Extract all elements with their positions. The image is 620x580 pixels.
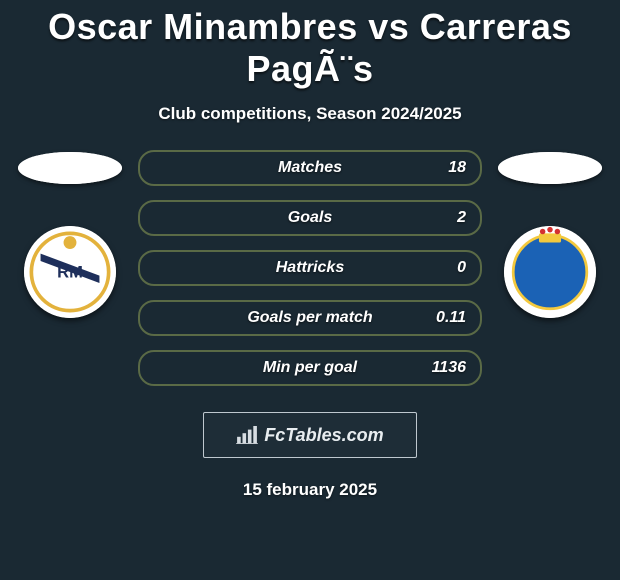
stat-value-right: 1136 [432, 359, 466, 377]
stat-bar: Matches18 [138, 150, 482, 186]
watermark-badge: FcTables.com [203, 412, 417, 458]
comparison-content: RM Matches18 Goals2 Hattricks0 Goals per ma… [0, 150, 620, 386]
page-title: Oscar Minambres vs Carreras PagÃ¨s [0, 0, 620, 90]
svg-text:RM: RM [57, 263, 83, 282]
stat-value-right: 2 [457, 209, 466, 227]
right-side [490, 150, 610, 318]
crest-right-svg [504, 226, 596, 318]
stat-label: Matches [140, 159, 480, 177]
stat-label: Min per goal [140, 359, 480, 377]
flag-left-icon [18, 152, 122, 184]
crest-left-icon: RM [24, 226, 116, 318]
stat-bar: Min per goal1136 [138, 350, 482, 386]
left-side: RM [10, 150, 130, 318]
stat-value-right: 0 [457, 259, 466, 277]
stat-label: Hattricks [140, 259, 480, 277]
stat-label: Goals [140, 209, 480, 227]
stat-bars: Matches18 Goals2 Hattricks0 Goals per match… [138, 150, 482, 386]
bar-chart-icon [236, 426, 258, 444]
stat-value-right: 18 [448, 159, 466, 177]
comparison-page: Oscar Minambres vs Carreras PagÃ¨s Club … [0, 0, 620, 580]
page-subtitle: Club competitions, Season 2024/2025 [0, 104, 620, 124]
crest-right-icon [504, 226, 596, 318]
stat-label: Goals per match [140, 309, 480, 327]
stat-bar: Hattricks0 [138, 250, 482, 286]
stat-bar: Goals2 [138, 200, 482, 236]
stat-value-right: 0.11 [436, 309, 466, 327]
watermark-text: FcTables.com [264, 425, 383, 446]
date-text: 15 february 2025 [0, 480, 620, 500]
crest-left-svg: RM [24, 226, 116, 318]
stat-bar: Goals per match0.11 [138, 300, 482, 336]
flag-right-icon [498, 152, 602, 184]
